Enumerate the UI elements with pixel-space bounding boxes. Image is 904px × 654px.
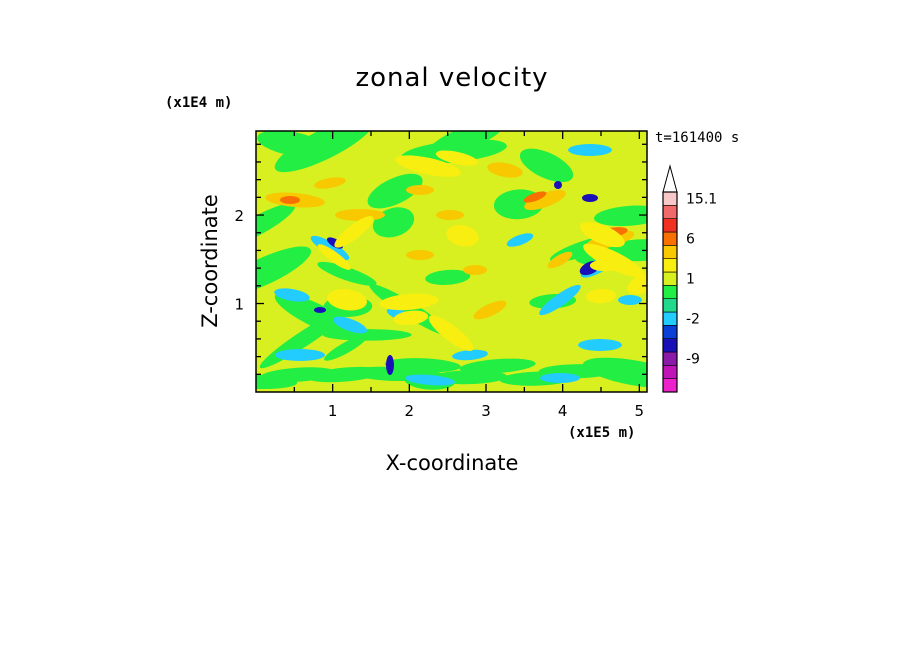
colorbar-segment <box>662 218 678 233</box>
colorbar-segment <box>662 285 678 299</box>
field-patch <box>436 210 464 220</box>
colorbar-segment <box>662 311 678 326</box>
x-axis: 1 2 3 4 5 <box>293 131 645 420</box>
field-patch <box>317 261 377 286</box>
colorbar-segment <box>662 298 678 313</box>
field-patch <box>594 205 647 227</box>
field-patch <box>384 358 461 373</box>
colorbar-segment <box>662 351 678 366</box>
colorbar-segment <box>662 258 678 273</box>
field-patch <box>310 235 350 261</box>
field-patch <box>393 310 429 326</box>
field-patch <box>487 162 523 178</box>
field-patch <box>395 155 461 177</box>
field-patch <box>519 148 574 183</box>
plot-frame <box>255 130 648 393</box>
time-label: t=161400 s <box>655 130 739 146</box>
x-tick-label: 5 <box>635 402 645 420</box>
field-patch <box>324 334 368 361</box>
field-patch <box>406 250 434 260</box>
field-patch <box>539 284 581 316</box>
field-patch <box>524 190 566 210</box>
field-patch <box>463 265 487 275</box>
field-patch <box>540 373 580 383</box>
y-tick-label: 2 <box>234 207 244 225</box>
field-patch <box>256 246 312 296</box>
field-patch <box>459 358 536 374</box>
field-patch <box>589 259 622 272</box>
y-axis-label: Z-coordinate <box>198 194 222 328</box>
field-patch <box>580 221 625 248</box>
field-patch <box>369 284 451 336</box>
field-patch <box>627 272 647 295</box>
field-patch <box>554 181 562 189</box>
field-patch <box>257 131 326 157</box>
field-patch <box>327 289 368 311</box>
chart-title: zonal velocity <box>355 63 548 93</box>
x-axis-label: X-coordinate <box>386 451 519 475</box>
field-patch <box>274 131 376 173</box>
field-patch <box>335 209 385 221</box>
colorbar-frame <box>662 191 678 393</box>
colorbar-segment <box>662 271 678 286</box>
colorbar-extension-top <box>662 164 678 193</box>
field-patch <box>386 355 394 375</box>
colorbar-label: 6 <box>686 232 695 248</box>
field-patch <box>314 307 326 313</box>
field-patch <box>317 244 351 270</box>
field-patch <box>452 349 488 361</box>
field-patch <box>523 191 547 203</box>
field-patch <box>547 251 573 269</box>
colorbar-segment <box>662 338 678 353</box>
field-patch <box>274 288 310 302</box>
colorbar-segment <box>662 325 678 339</box>
field-patch <box>367 173 423 209</box>
field-patch <box>428 315 474 352</box>
colorbar-segment <box>662 231 678 246</box>
field-patch <box>585 364 647 380</box>
colorbar-segment <box>662 191 678 206</box>
colorbar-label: -2 <box>686 312 700 328</box>
field-patch <box>314 177 346 189</box>
colorbar-label: -9 <box>686 352 700 368</box>
field-patch <box>446 224 479 247</box>
colorbar-label: 15.1 <box>686 192 717 208</box>
x-tick-label: 1 <box>328 402 338 420</box>
x-tick-label: 2 <box>405 402 415 420</box>
colorbar: 15.1 6 1 -2 -9 <box>662 164 717 393</box>
field-patch <box>280 196 300 204</box>
field-patch <box>405 374 455 386</box>
colorbar-segment <box>662 245 678 259</box>
field-patch <box>578 339 622 351</box>
field-patch <box>568 144 612 156</box>
colorbar-segment <box>662 205 678 219</box>
field-patch <box>332 316 368 334</box>
y-scale-label: (x1E4 m) <box>165 95 232 111</box>
y-tick-label: 1 <box>234 296 244 314</box>
field-patch <box>275 349 325 361</box>
field-patch <box>618 295 642 305</box>
x-scale-label: (x1E5 m) <box>568 425 635 441</box>
x-tick-label: 3 <box>481 402 491 420</box>
colorbar-label: 1 <box>686 272 695 288</box>
field-patch <box>334 215 374 248</box>
x-tick-label: 4 <box>558 402 568 420</box>
field-patch <box>274 292 359 339</box>
field-patch <box>406 185 434 195</box>
field-blobs <box>256 131 647 390</box>
colorbar-segment <box>662 378 678 393</box>
y-axis: 12 <box>234 143 647 375</box>
field-patch <box>379 293 439 311</box>
plot-area <box>256 131 647 392</box>
field-patch <box>256 203 296 247</box>
field-patch <box>473 300 507 320</box>
field-patch <box>435 150 479 166</box>
field-patch <box>586 288 617 304</box>
field-patch <box>425 269 471 285</box>
field-patch <box>506 233 534 247</box>
field-patch <box>582 194 598 202</box>
colorbar-segment <box>662 365 678 379</box>
